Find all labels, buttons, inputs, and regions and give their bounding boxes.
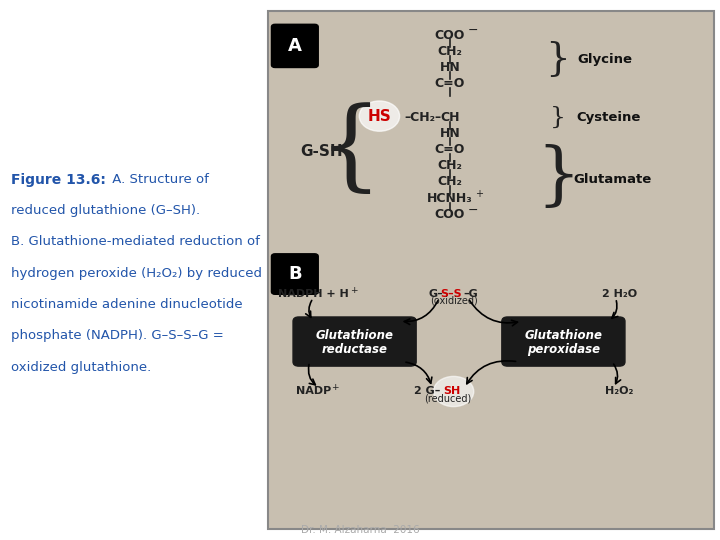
Text: A: A — [288, 37, 302, 55]
Text: B: B — [289, 265, 302, 284]
Text: HN: HN — [440, 127, 460, 140]
Text: CH: CH — [440, 111, 460, 124]
Text: hydrogen peroxide (H₂O₂) by reduced: hydrogen peroxide (H₂O₂) by reduced — [11, 267, 262, 280]
Text: NADP: NADP — [296, 387, 330, 396]
Text: A. Structure of: A. Structure of — [108, 173, 209, 186]
Text: −: − — [468, 204, 478, 217]
Text: −: − — [468, 24, 478, 37]
Text: COO: COO — [435, 29, 465, 42]
Text: nicotinamide adenine dinucleotide: nicotinamide adenine dinucleotide — [11, 298, 243, 311]
Text: }: } — [536, 145, 580, 211]
Text: Glutamate: Glutamate — [573, 173, 651, 186]
Text: –CH₂–: –CH₂– — [404, 111, 441, 124]
Text: SH: SH — [444, 387, 461, 396]
Text: Glutathione: Glutathione — [524, 329, 603, 342]
Text: Glycine: Glycine — [577, 53, 632, 66]
Text: +: + — [331, 383, 338, 392]
Text: –G: –G — [464, 289, 478, 299]
Text: +: + — [474, 189, 483, 199]
FancyBboxPatch shape — [271, 24, 318, 68]
Text: CH₂: CH₂ — [438, 45, 462, 58]
Text: }: } — [546, 41, 570, 78]
Text: }: } — [550, 106, 566, 129]
Text: HCNH₃: HCNH₃ — [427, 192, 473, 205]
Circle shape — [534, 320, 592, 363]
Text: G–: G– — [428, 289, 443, 299]
Text: CH₂: CH₂ — [438, 176, 462, 188]
Text: G-SH: G-SH — [300, 144, 343, 159]
Circle shape — [325, 320, 384, 363]
Text: Cysteine: Cysteine — [576, 111, 641, 124]
Text: B. Glutathione-mediated reduction of: B. Glutathione-mediated reduction of — [11, 235, 260, 248]
Circle shape — [359, 101, 400, 131]
Text: (oxidized): (oxidized) — [430, 296, 477, 306]
Bar — [268, 11, 714, 529]
Text: (reduced): (reduced) — [424, 394, 472, 403]
FancyBboxPatch shape — [271, 254, 318, 294]
Text: HS: HS — [368, 109, 391, 124]
Text: +: + — [351, 286, 358, 295]
Text: 2 H₂O: 2 H₂O — [602, 289, 636, 299]
Text: H₂O₂: H₂O₂ — [605, 387, 634, 396]
Text: phosphate (NADPH). G–S–S–G =: phosphate (NADPH). G–S–S–G = — [11, 329, 223, 342]
Text: oxidized glutathione.: oxidized glutathione. — [11, 361, 151, 374]
Text: Glutathione: Glutathione — [315, 329, 394, 342]
Text: HN: HN — [440, 61, 460, 74]
Text: {: { — [319, 103, 382, 199]
FancyBboxPatch shape — [502, 317, 625, 366]
Text: NADPH + H: NADPH + H — [278, 289, 348, 299]
Text: reductase: reductase — [322, 343, 387, 356]
FancyBboxPatch shape — [293, 317, 416, 366]
Text: Dr. M. Alzaharna  2016: Dr. M. Alzaharna 2016 — [301, 524, 419, 535]
Text: 2 G–: 2 G– — [414, 387, 441, 396]
Text: COO: COO — [435, 208, 465, 221]
Text: Figure 13.6:: Figure 13.6: — [11, 173, 106, 187]
Circle shape — [433, 376, 474, 407]
Text: CH₂: CH₂ — [438, 159, 462, 172]
Text: peroxidase: peroxidase — [527, 343, 600, 356]
Text: reduced glutathione (G–SH).: reduced glutathione (G–SH). — [11, 204, 200, 217]
Text: S–S: S–S — [441, 289, 462, 299]
Text: C=O: C=O — [435, 77, 465, 90]
Text: C=O: C=O — [435, 143, 465, 156]
